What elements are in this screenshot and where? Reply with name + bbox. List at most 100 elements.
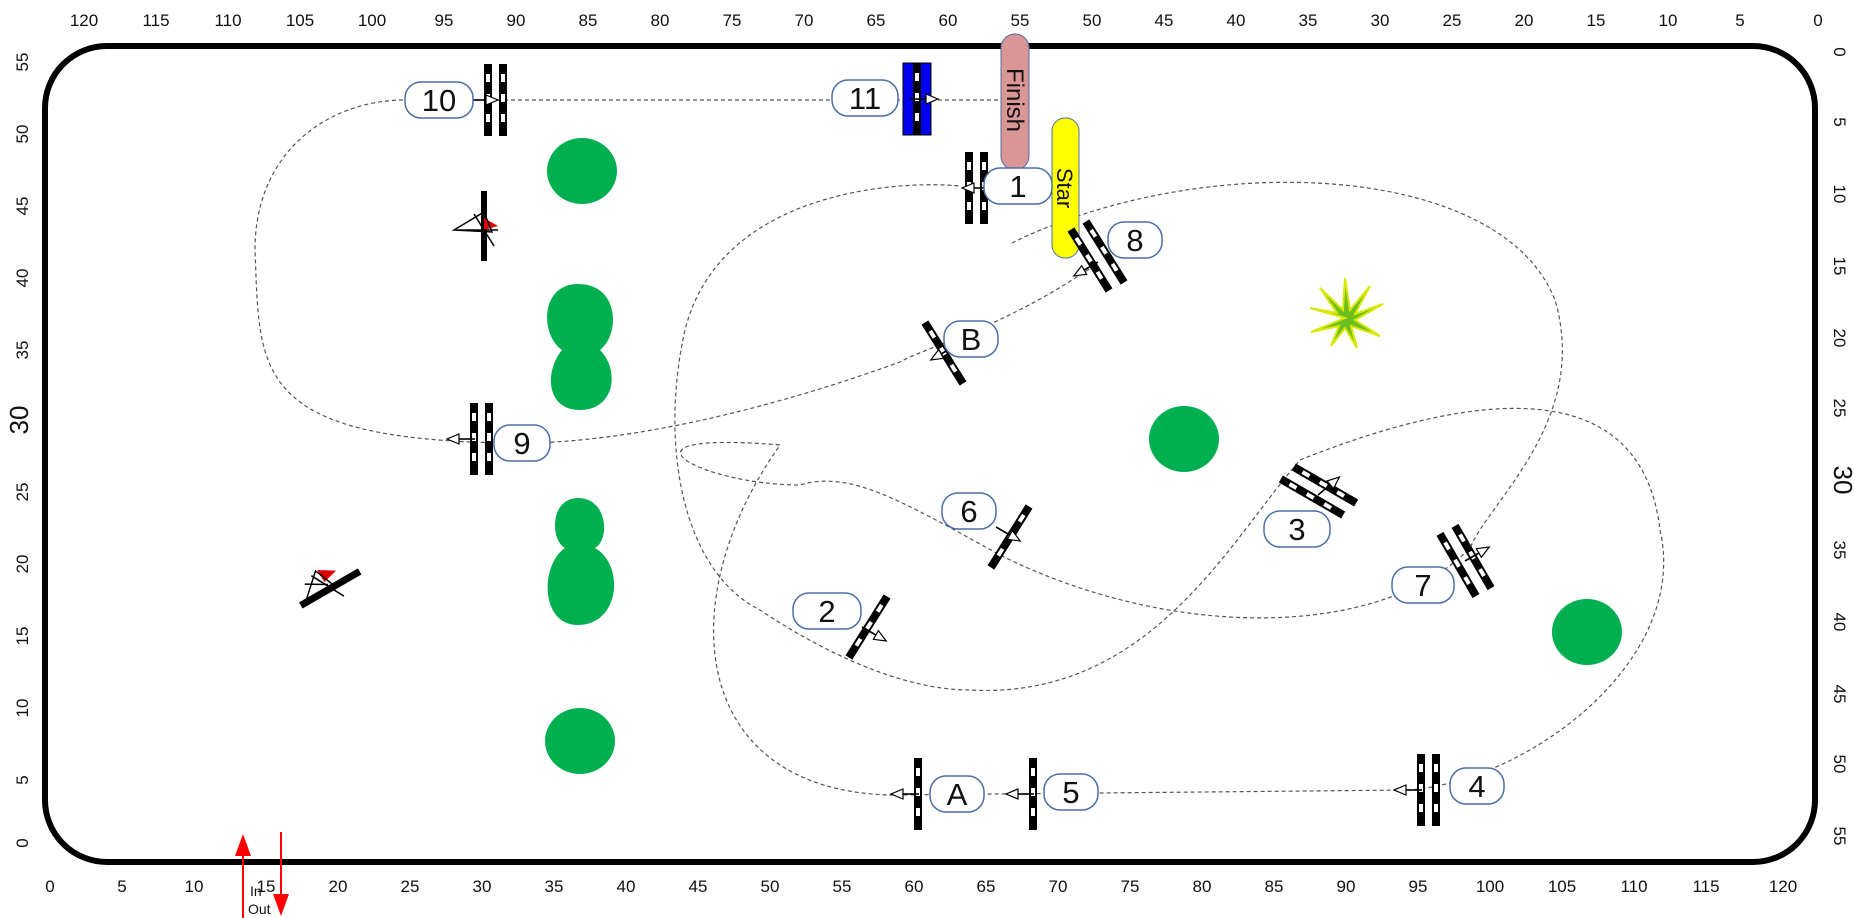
tick-label: 5	[1830, 117, 1849, 126]
tick-label: 105	[286, 11, 314, 30]
gate-7: 7	[1391, 523, 1495, 604]
entrance-marker: In Out	[235, 832, 289, 918]
tree-icon	[547, 138, 617, 204]
gate-label: 7	[1414, 568, 1431, 603]
tick-label: 70	[1049, 877, 1068, 896]
tick-label: 55	[1011, 11, 1030, 30]
tick-label: 5	[117, 877, 126, 896]
tick-label: 15	[257, 877, 276, 896]
tick-label: 85	[1265, 877, 1284, 896]
tick-label: 25	[401, 877, 420, 896]
tick-label: 20	[329, 877, 348, 896]
tick-label: 40	[1830, 613, 1849, 632]
tick-label: 55	[1830, 827, 1849, 846]
start-label: Star	[1052, 168, 1077, 208]
tick-label: 55	[13, 53, 32, 72]
tree-icon	[545, 708, 615, 774]
out-label: Out	[248, 901, 271, 917]
tick-label: 50	[1083, 11, 1102, 30]
gate-label: 11	[849, 81, 881, 116]
tick-label: 110	[214, 11, 241, 30]
gate-label: B	[961, 322, 982, 357]
tick-label: 45	[13, 197, 32, 216]
tick-label: 115	[1692, 877, 1719, 896]
tick-label: 50	[1830, 755, 1849, 774]
tick-label: 55	[833, 877, 852, 896]
tick-label: 0	[45, 877, 54, 896]
tick-label: 35	[1299, 11, 1318, 30]
tick-label: 30	[4, 406, 34, 435]
tree-icon	[1552, 599, 1622, 665]
finish-line: Finish	[1000, 33, 1030, 171]
tree-icon	[1149, 406, 1219, 472]
tick-label: 15	[1830, 257, 1849, 276]
tick-label: 105	[1548, 877, 1576, 896]
gate-9: 9	[446, 403, 551, 475]
tick-label: 0	[1830, 47, 1849, 56]
tick-label: 25	[13, 483, 32, 502]
tick-label: 85	[579, 11, 598, 30]
tick-label: 75	[723, 11, 742, 30]
in-label: In	[250, 883, 262, 899]
tick-label: 15	[13, 627, 32, 646]
tick-label: 5	[1735, 11, 1744, 30]
course-path	[254, 99, 1096, 444]
top-axis: 120 115 110 105 100 95 90 85 80 75 70 65…	[70, 11, 1823, 30]
tick-label: 90	[1337, 877, 1356, 896]
tick-label: 0	[13, 838, 32, 847]
gate-A: A	[890, 758, 985, 830]
tick-label: 80	[1193, 877, 1212, 896]
tick-label: 50	[13, 125, 32, 144]
tick-label: 15	[1587, 11, 1606, 30]
tick-label: 120	[1769, 877, 1797, 896]
tick-label: 30	[473, 877, 492, 896]
bush-icon	[1309, 277, 1384, 349]
tick-label: 100	[358, 11, 386, 30]
tick-label: 20	[13, 555, 32, 574]
tick-label: 70	[795, 11, 814, 30]
tick-label: 10	[13, 699, 32, 718]
gate-1: 1	[961, 152, 1053, 224]
tick-label: 120	[70, 11, 98, 30]
tick-label: 115	[142, 11, 169, 30]
finish-label: Finish	[1001, 68, 1028, 132]
tick-label: 30	[1371, 11, 1390, 30]
tick-label: 40	[617, 877, 636, 896]
gate-11: 11	[831, 62, 939, 136]
gate-5: 5	[1005, 758, 1099, 830]
tick-label: 60	[939, 11, 958, 30]
tick-label: 20	[1515, 11, 1534, 30]
gate-10: 10	[404, 64, 507, 136]
tick-label: 35	[1830, 541, 1849, 560]
left-axis: 55 50 45 40 35 30 25 20 15 10 5 0	[4, 53, 34, 848]
tick-label: 25	[1443, 11, 1462, 30]
course-path	[674, 181, 1665, 796]
tick-label: 100	[1476, 877, 1504, 896]
judge-flag-icon	[299, 568, 362, 609]
right-axis: 0 5 10 15 20 25 30 35 40 45 50 55	[1828, 47, 1854, 845]
gate-label: 4	[1468, 769, 1485, 804]
tick-label: 0	[1813, 11, 1822, 30]
gate-3: 3	[1263, 463, 1359, 548]
tick-label: 10	[185, 877, 204, 896]
gate-label: 6	[960, 494, 977, 529]
gate-label: 2	[818, 594, 835, 629]
tick-label: 95	[435, 11, 454, 30]
tree-icon	[547, 284, 613, 410]
tick-label: 110	[1620, 877, 1647, 896]
tick-label: 45	[1830, 685, 1849, 704]
tick-label: 45	[1155, 11, 1174, 30]
tick-label: 40	[1227, 11, 1246, 30]
tree-icon	[547, 498, 615, 625]
tick-label: 95	[1409, 877, 1428, 896]
tick-label: 30	[1828, 466, 1854, 495]
tick-label: 40	[13, 269, 32, 288]
tick-label: 75	[1121, 877, 1140, 896]
in-arrow-icon	[235, 834, 251, 856]
gate-6: 6	[941, 492, 1033, 570]
tick-label: 60	[905, 877, 924, 896]
tick-label: 20	[1830, 329, 1849, 348]
gate-label: A	[947, 777, 968, 812]
tick-label: 65	[867, 11, 886, 30]
tick-label: 35	[13, 341, 32, 360]
